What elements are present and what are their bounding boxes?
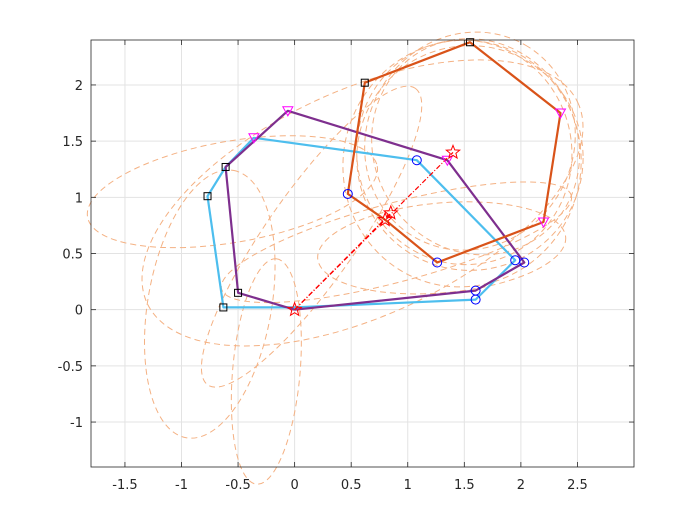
circle-marker [432,257,443,268]
y-tick-label: -0.5 [58,360,83,375]
trace-curve [230,258,302,485]
y-tick-label: 1.5 [62,135,83,150]
y-tick-label: 2 [75,79,83,94]
square-marker [203,192,212,201]
star-marker [444,144,462,160]
orange-polygon-line [346,41,562,264]
y-tick-label: 0 [75,304,83,319]
triangle-marker [537,217,550,229]
trace-curve [144,169,276,439]
x-tick-label: 0.5 [341,478,362,493]
circle-marker [470,285,481,296]
star-marker [382,204,399,220]
axis-ticks [91,40,634,467]
x-tick-label: -0.5 [225,478,250,493]
trace-curve [317,201,567,295]
square-marker [234,288,243,297]
trace-curve [364,31,576,251]
triangle-marker [441,155,454,167]
trace-curve [141,59,584,347]
x-tick-label: 0 [290,478,298,493]
circle-marker [519,257,530,268]
markers [203,38,567,317]
x-tick-label: -1 [175,478,188,493]
circle-marker [510,255,521,266]
y-tick-label: -1 [70,416,83,431]
y-tick-label: 1 [75,191,83,206]
square-marker [360,78,369,87]
series-lines [206,41,562,311]
red-dashdot-line [294,212,392,311]
star-marker [377,211,394,227]
trace-curve [371,38,581,256]
triangle-marker [281,106,294,117]
square-marker [221,162,230,171]
purple-polygon-line [224,109,526,311]
triangle-marker [248,133,260,144]
x-tick-label: -1.5 [112,478,137,493]
circle-marker [342,188,353,199]
x-tick-label: 2 [517,478,525,493]
grid [91,40,634,467]
blue-polygon-line [206,136,517,309]
circle-marker [411,155,422,166]
star-marker [286,301,303,317]
trace-curve [356,39,573,266]
x-tick-label: 2.5 [567,478,588,493]
triangle-marker [554,108,567,120]
x-tick-label: 1.5 [454,478,475,493]
square-marker [219,303,228,312]
trace-curve [342,39,582,288]
trace-curve [200,85,423,388]
trace-curve [86,135,379,249]
x-tick-label: 1 [404,478,412,493]
y-tick-labels: -1 -0.5 0 0.5 1 1.5 2 [58,79,83,431]
y-tick-label: 0.5 [62,248,83,263]
x-tick-labels: -1.5 -1 -0.5 0 0.5 1 1.5 2 2.5 [112,478,588,493]
square-marker [465,38,474,47]
